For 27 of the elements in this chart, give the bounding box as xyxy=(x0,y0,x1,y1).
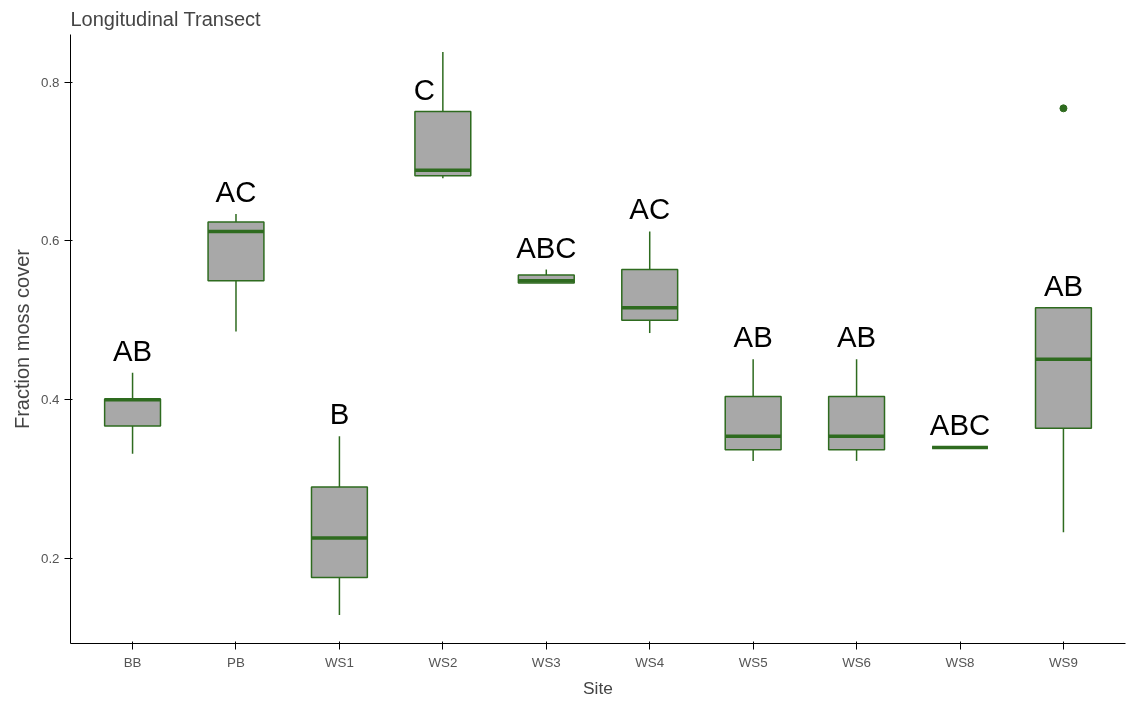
annotation: B xyxy=(329,397,350,431)
y-tick-label: 0.4 xyxy=(40,392,61,408)
annotation: ABC xyxy=(516,230,577,264)
annotation: C xyxy=(413,72,435,106)
annotation: AB xyxy=(837,320,877,354)
y-tick-label: 0.8 xyxy=(40,74,60,90)
x-tick-label: WS2 xyxy=(428,654,458,670)
x-axis-title: Site xyxy=(583,677,613,698)
x-tick-label: WS4 xyxy=(635,654,665,670)
annotation: AB xyxy=(113,333,153,367)
y-axis-title: Fraction moss cover xyxy=(10,248,33,430)
x-tick-label: PB xyxy=(227,654,245,670)
annotation: AC xyxy=(629,192,671,226)
x-tick-label: BB xyxy=(123,654,142,670)
x-tick-label: WS8 xyxy=(945,654,975,670)
x-tick-label: WS5 xyxy=(738,654,768,670)
annotation: AB xyxy=(1043,268,1083,302)
chart-title: Longitudinal Transect xyxy=(70,7,262,30)
x-tick-label: WS3 xyxy=(531,654,561,670)
annotation: AB xyxy=(733,320,773,354)
annotation: ABC xyxy=(929,408,991,442)
y-tick-label: 0.6 xyxy=(40,233,60,249)
x-tick-label: WS9 xyxy=(1049,654,1078,670)
annotation: AC xyxy=(215,174,257,208)
x-tick-label: WS1 xyxy=(324,654,354,670)
y-tick-label: 0.2 xyxy=(40,551,60,567)
x-tick-label: WS6 xyxy=(842,654,872,670)
